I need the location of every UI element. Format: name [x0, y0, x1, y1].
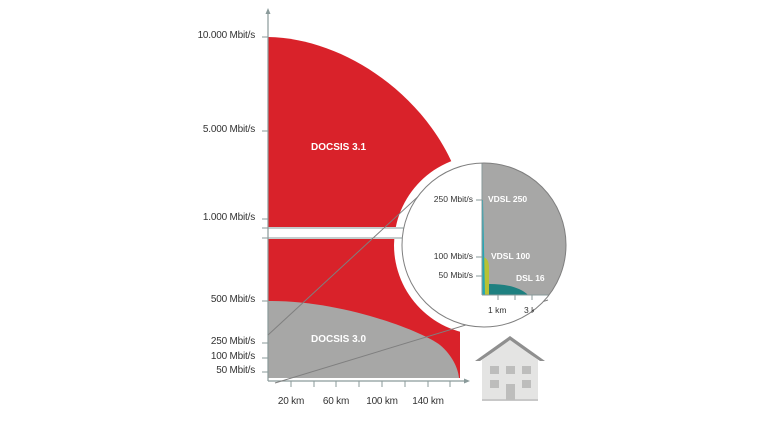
- y-tick-10000: 10.000 Mbit/s: [197, 30, 256, 41]
- y-tick-250: 250 Mbit/s: [210, 336, 255, 347]
- y-tick-100: 100 Mbit/s: [210, 351, 255, 362]
- house-icon: [475, 336, 545, 401]
- x-tick-100: 100 km: [366, 396, 398, 407]
- vdsl250-area: [482, 200, 485, 295]
- dsl16-area: [482, 284, 528, 295]
- inset-x-tick-1: 1 km: [488, 305, 507, 315]
- inset-series-vdsl250: VDSL 250: [488, 194, 528, 204]
- inset-y-tick-100: 100 Mbit/s: [433, 251, 473, 261]
- x-tick-60: 60 km: [322, 396, 350, 407]
- x-tick-20: 20 km: [277, 396, 305, 407]
- y-tick-5000: 5.000 Mbit/s: [202, 124, 255, 135]
- series-label-docsis31: DOCSIS 3.1: [311, 142, 367, 153]
- inset-series-vdsl100: VDSL 100: [491, 251, 531, 261]
- y-tick-1000: 1.000 Mbit/s: [202, 212, 255, 223]
- series-label-docsis30: DOCSIS 3.0: [311, 334, 367, 345]
- magnifier-line-upper: [267, 179, 437, 336]
- docsis30-area: [268, 300, 459, 378]
- inset-x-tick-3: 3 km: [524, 305, 534, 315]
- inset-series-dsl16: DSL 16: [516, 273, 545, 283]
- y-tick-500: 500 Mbit/s: [210, 294, 255, 305]
- inset-y-tick-250: 250 Mbit/s: [433, 194, 473, 204]
- magnifier-inset: [401, 162, 567, 328]
- x-tick-140: 140 km: [412, 396, 444, 407]
- y-tick-50: 50 Mbit/s: [216, 365, 255, 376]
- inset-y-tick-50: 50 Mbit/s: [438, 270, 474, 280]
- docsis31-area-top: [268, 37, 453, 227]
